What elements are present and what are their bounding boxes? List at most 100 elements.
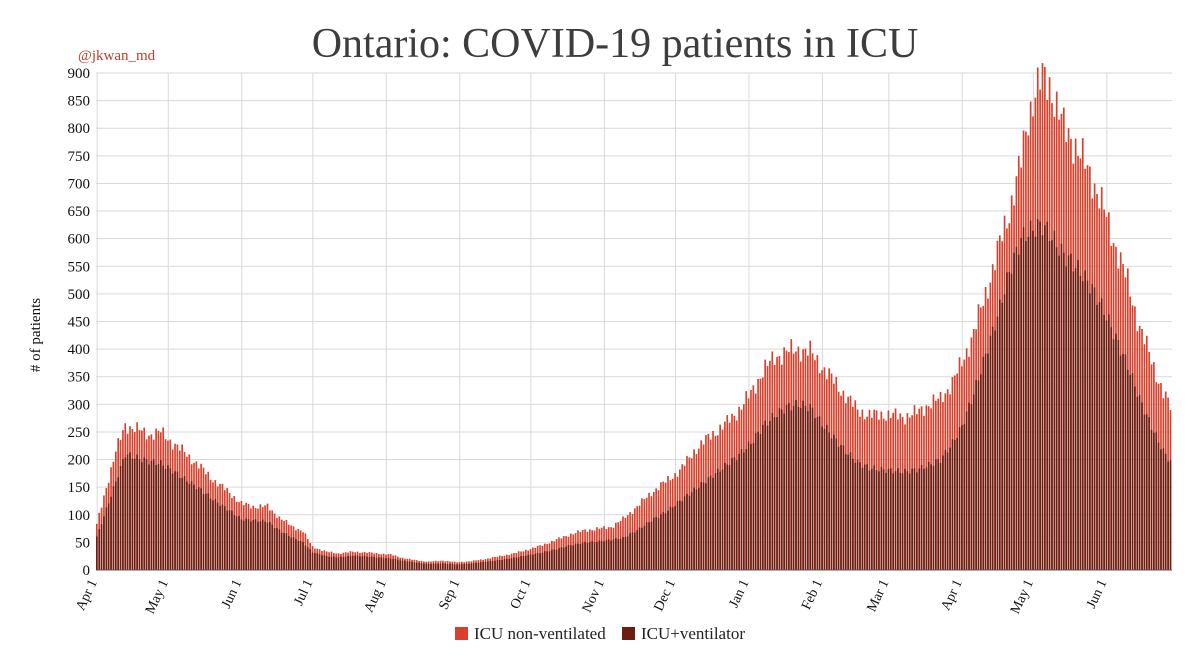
- bar-icu-ventilator: [1096, 304, 1098, 570]
- bar-icu-ventilator: [667, 510, 669, 570]
- x-tick-label: Nov 1: [580, 577, 608, 615]
- bar-icu-ventilator: [944, 449, 947, 570]
- bar-icu-ventilator: [477, 562, 480, 570]
- bar-icu-ventilator: [878, 471, 880, 570]
- y-tick-label: 800: [68, 121, 91, 137]
- bar-icu-ventilator: [231, 510, 233, 570]
- bar-icu-ventilator: [615, 538, 617, 570]
- bar-icu-ventilator: [1145, 414, 1148, 570]
- bar-icu-ventilator: [401, 560, 404, 570]
- bar-icu-ventilator: [1055, 247, 1058, 571]
- bar-icu-ventilator: [385, 558, 387, 570]
- bar-icu-ventilator: [825, 425, 828, 570]
- bar-icu-ventilator: [190, 481, 193, 570]
- bar-icu-ventilator: [404, 560, 406, 570]
- bar-icu-ventilator: [96, 536, 98, 570]
- bar-icu-ventilator: [854, 462, 857, 570]
- bar-icu-ventilator: [1079, 275, 1082, 570]
- bar-icu-ventilator: [162, 465, 165, 570]
- bar-icu-ventilator: [430, 564, 432, 570]
- bar-icu-ventilator: [103, 516, 105, 570]
- bar-icu-ventilator: [697, 487, 700, 570]
- bar-icu-ventilator: [382, 558, 385, 570]
- bar-icu-ventilator: [1053, 230, 1056, 570]
- bar-icu-ventilator: [342, 556, 345, 570]
- bar-icu-ventilator: [408, 561, 411, 570]
- legend-item-ventilator: ICU+ventilator: [621, 624, 745, 644]
- bar-icu-ventilator: [669, 506, 672, 570]
- y-tick-label: 650: [68, 204, 91, 220]
- x-tick-label: Jan 1: [727, 577, 753, 610]
- bar-icu-ventilator: [340, 556, 342, 570]
- bar-icu-ventilator: [823, 428, 826, 570]
- bar-icu-ventilator: [982, 356, 985, 570]
- bar-icu-ventilator: [814, 418, 816, 570]
- bar-icu-ventilator: [328, 556, 330, 570]
- bar-icu-ventilator: [913, 468, 916, 570]
- bar-icu-ventilator: [866, 464, 868, 570]
- bar-icu-ventilator: [596, 542, 598, 570]
- bar-icu-ventilator: [223, 506, 226, 570]
- legend-swatch-ventilator: [621, 627, 635, 640]
- x-tick-label: Sep 1: [437, 577, 464, 612]
- bar-icu-ventilator: [916, 472, 918, 570]
- y-tick-label: 200: [68, 453, 91, 469]
- bar-icu-ventilator: [439, 563, 442, 570]
- bar-icu-ventilator: [250, 521, 252, 570]
- bar-icu-ventilator: [778, 407, 781, 570]
- bar-icu-ventilator: [155, 465, 157, 570]
- bar-icu-ventilator: [842, 445, 845, 570]
- bar-icu-ventilator: [418, 562, 420, 570]
- bar-icu-ventilator: [1091, 284, 1094, 570]
- bar-icu-ventilator: [261, 519, 264, 570]
- y-tick-label: 550: [68, 259, 91, 275]
- bar-icu-ventilator: [380, 557, 383, 570]
- bar-icu-ventilator: [1041, 235, 1044, 571]
- bar-icu-ventilator: [1036, 219, 1039, 570]
- bar-icu-ventilator: [617, 539, 620, 570]
- bar-icu-ventilator: [681, 501, 684, 570]
- bar-icu-ventilator: [797, 406, 800, 570]
- bar-icu-ventilator: [700, 482, 703, 570]
- bar-icu-ventilator: [1157, 442, 1160, 570]
- legend-label-non-ventilated: ICU non-ventilated: [474, 624, 606, 643]
- bar-icu-ventilator: [743, 452, 745, 570]
- bar-icu-ventilator: [392, 559, 394, 570]
- bar-icu-ventilator: [1058, 255, 1060, 570]
- bar-icu-ventilator: [171, 473, 174, 570]
- bar-icu-ventilator: [584, 541, 586, 570]
- bars: [96, 63, 1172, 571]
- bar-icu-ventilator: [394, 558, 397, 570]
- bar-icu-ventilator: [731, 458, 733, 570]
- bar-icu-ventilator: [551, 549, 553, 570]
- bar-icu-ventilator: [693, 487, 695, 570]
- bar-icu-ventilator: [273, 528, 276, 570]
- bar-icu-ventilator: [167, 465, 169, 570]
- bar-icu-ventilator: [366, 556, 368, 570]
- bar-icu-ventilator: [769, 420, 771, 570]
- bar-icu-ventilator: [828, 432, 831, 570]
- bar-icu-ventilator: [468, 563, 470, 570]
- bar-icu-ventilator: [1039, 221, 1041, 570]
- bar-icu-ventilator: [1048, 241, 1051, 570]
- bar-icu-ventilator: [1164, 453, 1167, 570]
- bar-icu-ventilator: [399, 560, 402, 570]
- bar-icu-ventilator: [636, 530, 639, 570]
- chart-title: Ontario: COVID-19 patients in ICU: [311, 21, 919, 67]
- bar-icu-ventilator: [859, 462, 861, 570]
- bar-icu-ventilator: [202, 493, 205, 570]
- bar-icu-ventilator: [214, 499, 217, 570]
- bar-icu-ventilator: [444, 563, 447, 570]
- bar-icu-ventilator: [1032, 230, 1034, 570]
- bar-icu-ventilator: [283, 533, 285, 570]
- bar-icu-ventilator: [1122, 353, 1124, 570]
- bar-icu-ventilator: [1089, 293, 1091, 570]
- bar-icu-ventilator: [1110, 327, 1113, 570]
- bar-icu-ventilator: [904, 468, 906, 570]
- bar-icu-ventilator: [541, 552, 544, 570]
- bar-icu-ventilator: [683, 496, 686, 570]
- bar-icu-ventilator: [998, 299, 1001, 570]
- bar-icu-ventilator: [297, 541, 300, 570]
- bar-icu-ventilator: [965, 411, 968, 570]
- bar-icu-ventilator: [330, 556, 333, 570]
